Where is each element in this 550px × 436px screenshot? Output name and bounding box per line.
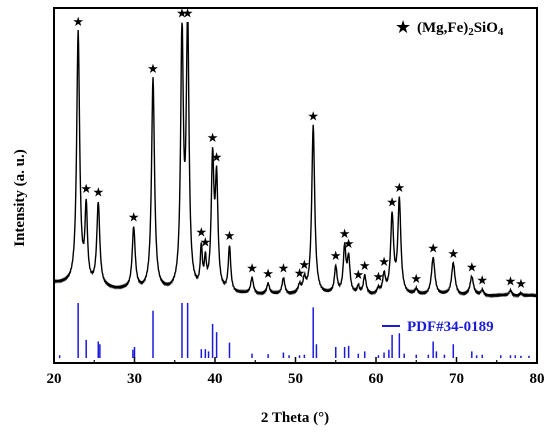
legend-phase-label: (Mg,Fe)2SiO4 bbox=[417, 20, 504, 38]
peak-star-30: ★ bbox=[466, 260, 478, 275]
x-axis-ticks: 20 30 40 50 60 70 80 bbox=[47, 357, 545, 387]
legend-ref-label: PDF#34-0189 bbox=[407, 319, 494, 335]
peak-star-24: ★ bbox=[378, 255, 390, 270]
peak-star-13: ★ bbox=[262, 267, 274, 282]
peak-star-16: ★ bbox=[299, 258, 311, 273]
y-axis-label: Intensity (a. u.) bbox=[12, 149, 28, 247]
x-tick-label-30: 30 bbox=[127, 371, 142, 387]
peak-star-1: ★ bbox=[80, 182, 92, 197]
peak-star-17: ★ bbox=[307, 109, 319, 124]
peak-star-8: ★ bbox=[200, 236, 212, 251]
peak-star-5: ★ bbox=[176, 7, 188, 22]
peak-star-7: ★ bbox=[195, 226, 207, 241]
x-tick-label-50: 50 bbox=[288, 371, 303, 387]
peak-star-26: ★ bbox=[394, 181, 406, 196]
legend-star-icon: ★ bbox=[395, 17, 411, 38]
peak-star-15: ★ bbox=[294, 266, 306, 281]
peak-star-11: ★ bbox=[224, 229, 236, 244]
peak-star-markers: ★★ ★★★★★★★★★★★ ★ ★ ★★★★★★★★★★★★★★ ★★★ ★★ bbox=[72, 7, 526, 292]
x-tick-label-40: 40 bbox=[208, 371, 223, 387]
peak-star-4: ★ bbox=[147, 62, 159, 77]
x-tick-label-20: 20 bbox=[47, 371, 62, 387]
peak-star-28: ★ bbox=[427, 241, 439, 256]
peak-star-18: ★ bbox=[330, 249, 342, 264]
peak-star-12: ★ bbox=[246, 261, 258, 276]
peak-star-10: ★ bbox=[211, 150, 223, 165]
peak-star-33: ★ bbox=[515, 277, 527, 292]
x-tick-label-70: 70 bbox=[449, 371, 464, 387]
peak-star-20: ★ bbox=[343, 237, 355, 252]
peak-star-21: ★ bbox=[352, 268, 364, 283]
peak-star-0: ★ bbox=[72, 15, 84, 30]
peak-star-31: ★ bbox=[476, 274, 488, 289]
peak-star-27: ★ bbox=[410, 272, 422, 287]
x-tick-label-80: 80 bbox=[530, 371, 545, 387]
peak-star-6: ★ bbox=[182, 7, 194, 22]
peak-star-29: ★ bbox=[447, 247, 459, 262]
peak-star-3: ★ bbox=[128, 210, 140, 225]
peak-star-14: ★ bbox=[278, 262, 290, 277]
peak-star-32: ★ bbox=[505, 274, 517, 289]
xrd-pattern-line bbox=[53, 21, 538, 299]
x-axis-label: 2 Theta (°) bbox=[261, 410, 329, 426]
peak-star-9: ★ bbox=[207, 131, 219, 146]
peak-star-23: ★ bbox=[373, 270, 385, 285]
x-tick-label-60: 60 bbox=[369, 371, 384, 387]
peak-star-19: ★ bbox=[339, 227, 351, 242]
peak-star-25: ★ bbox=[386, 195, 398, 210]
plot-frame bbox=[53, 7, 538, 364]
reference-stick-pattern bbox=[58, 303, 530, 358]
legend: ★ (Mg,Fe)2SiO4 PDF#34-0189 bbox=[382, 17, 504, 335]
peak-star-2: ★ bbox=[92, 186, 104, 201]
peak-star-22: ★ bbox=[359, 259, 371, 274]
